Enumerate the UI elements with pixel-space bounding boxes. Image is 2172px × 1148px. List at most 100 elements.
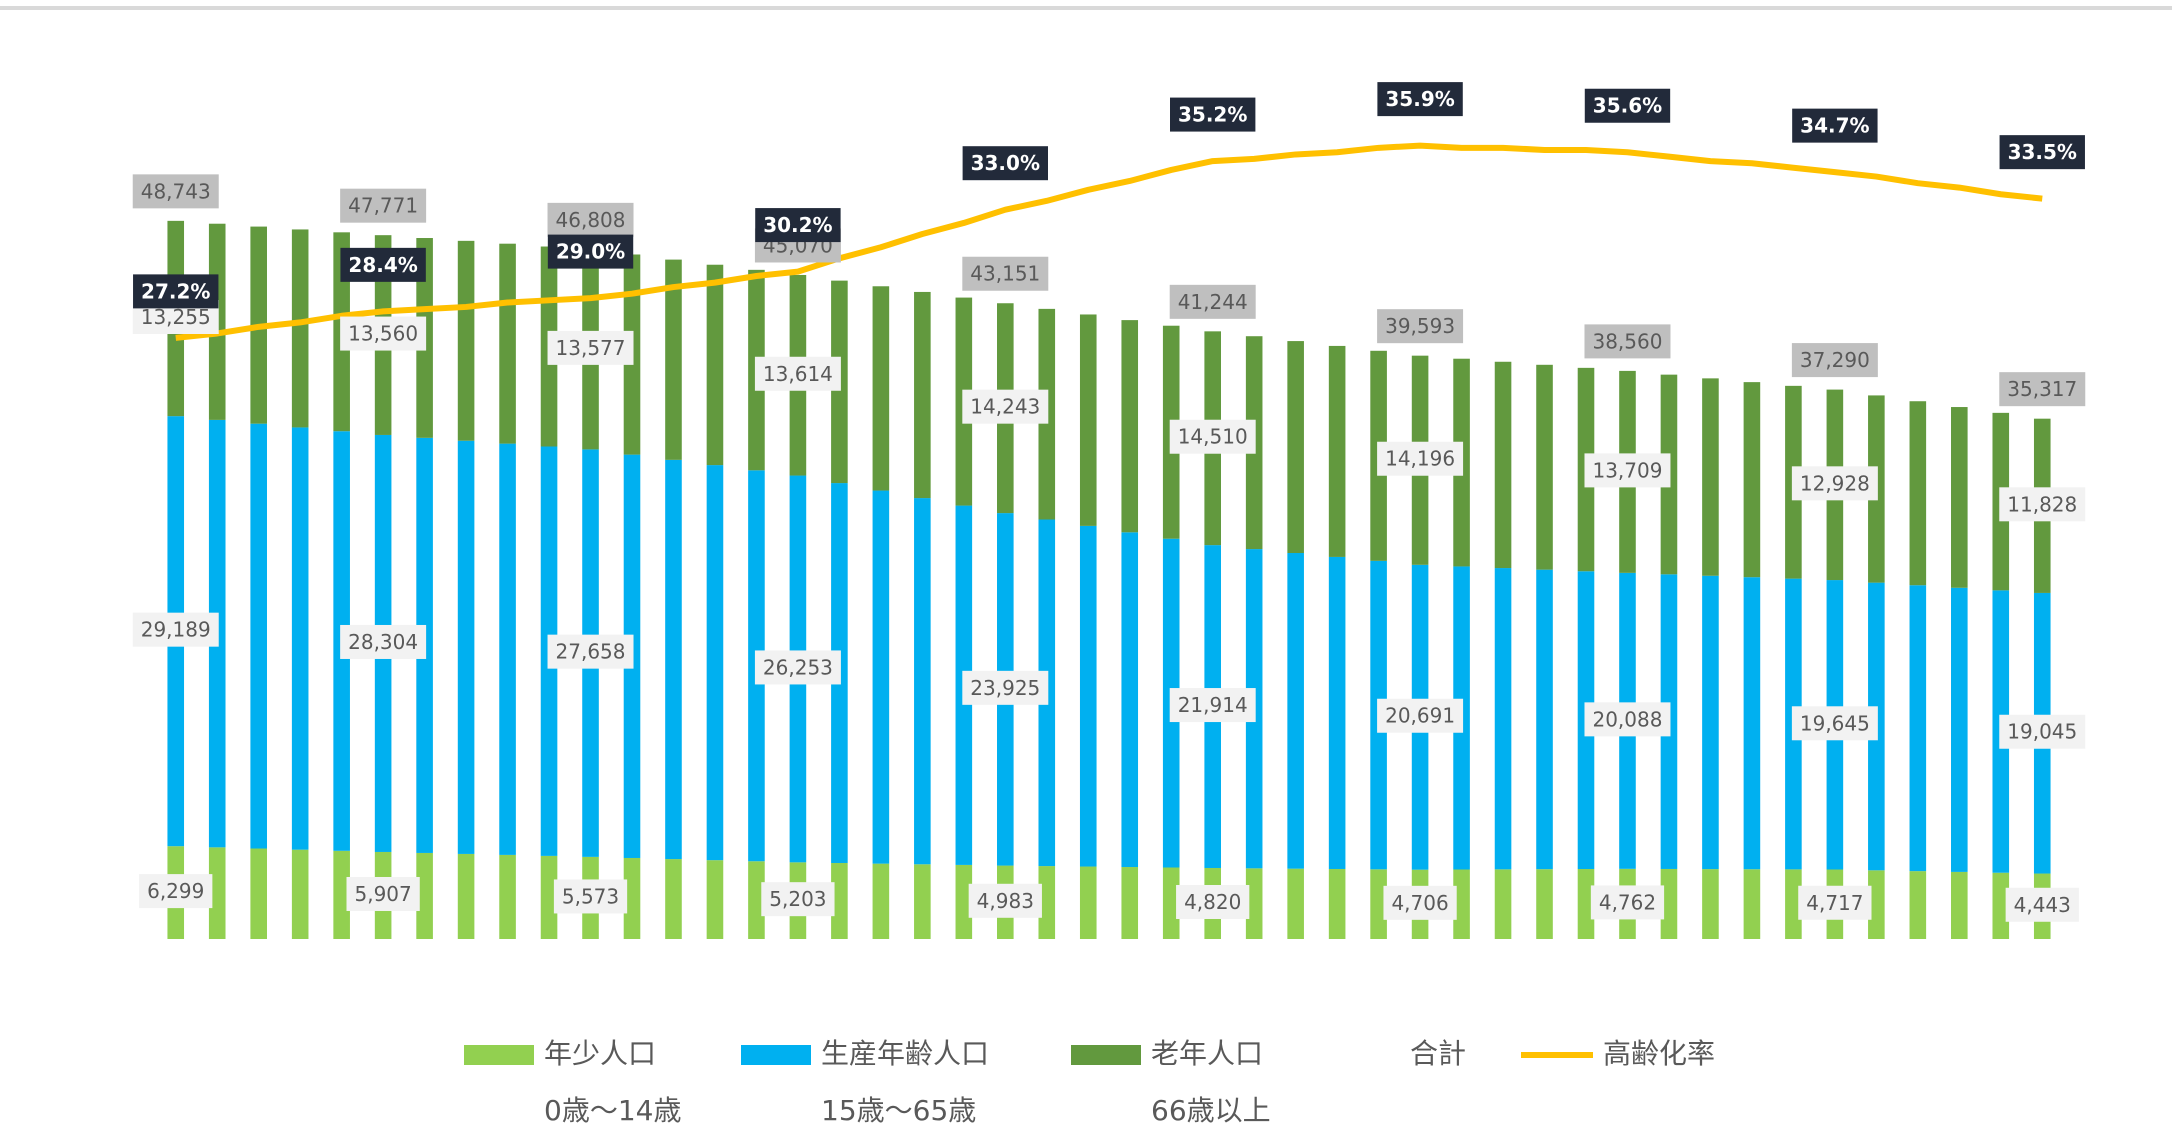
label-box [754,356,841,391]
data-label-text: 14,196 [1385,447,1455,471]
data-label: 35.9% [1377,82,1463,117]
data-label: 29.0% [547,234,634,269]
bar [457,440,475,854]
bar [1079,866,1097,939]
label-box [1590,885,1665,920]
bar [457,853,475,939]
data-label: 13,577 [547,330,634,365]
bar [499,243,516,444]
bar [706,264,724,466]
data-label-text: 13,614 [763,362,833,386]
label-box [340,624,427,659]
bar [1951,871,1968,939]
data-label: 26,253 [754,650,841,685]
data-label: 19,045 [1999,714,2086,749]
label-box [962,256,1049,291]
data-label-text: 19,045 [2007,720,2077,744]
total-text: 43,151 [970,262,1040,286]
total-label: 47,771 [340,188,427,223]
data-label: 4,983 [968,883,1042,918]
data-label: 11,828 [1999,487,2086,522]
label-box [968,883,1042,918]
data-label-text: 29,189 [141,618,211,642]
data-label: 5,573 [553,879,628,914]
bar [416,852,433,939]
total-label: 39,593 [1377,309,1464,344]
data-label-text: 13,577 [556,336,626,360]
legend-note: 15歳～65歳 [821,1094,976,1127]
bar [665,459,682,860]
data-label-text: 23,925 [970,676,1040,700]
bar [1743,382,1761,578]
data-label: 13,560 [340,316,427,351]
bar [1121,532,1139,868]
label-box [1169,419,1256,454]
data-label: 30.2% [755,208,841,243]
data-label: 6,299 [139,874,213,909]
total-label: 43,151 [962,256,1049,291]
legend-note: 66歳以上 [1151,1094,1271,1127]
label-box [1377,441,1464,476]
total-text: 38,560 [1592,329,1662,353]
legend-label: 高齢化率 [1603,1037,1715,1070]
bar [250,423,267,849]
bar [208,847,226,939]
label-box [962,389,1049,424]
data-label-text: 12,928 [1800,471,1870,495]
data-label: 4,762 [1590,885,1665,920]
bar [914,498,931,865]
legend-label: 老年人口 [1151,1037,1263,1070]
label-box [1169,688,1256,723]
data-label-text: 4,983 [977,889,1034,913]
bar [291,849,309,939]
data-label-text: 33.5% [2008,140,2077,164]
data-label: 33.5% [1999,135,2085,170]
label-box [1584,324,1671,359]
data-label: 4,706 [1383,885,1457,920]
legend-swatch [741,1045,811,1065]
bar [1162,867,1180,939]
data-label: 29,189 [132,612,219,647]
data-label: 28.4% [340,247,426,282]
data-label-text: 6,299 [147,879,204,903]
label-box [346,876,420,911]
bar [1536,364,1553,570]
data-label-text: 4,706 [1391,891,1448,915]
bar [1121,320,1139,533]
label-box [547,234,634,269]
total-text: 37,290 [1800,348,1870,372]
label-box [139,874,213,909]
label-box [1169,284,1256,319]
data-label: 28,304 [340,624,427,659]
label-box [1377,698,1464,733]
label-box [132,174,219,209]
bar [872,863,890,939]
bar [623,857,641,939]
bar [499,443,516,855]
data-label-text: 5,907 [354,882,411,906]
total-label: 41,244 [1169,284,1256,319]
label-box [962,146,1048,181]
label-box [1999,487,2086,522]
data-label: 5,203 [761,882,835,917]
bar [1992,872,2010,939]
data-label: 20,088 [1584,702,1671,737]
bar [955,864,973,939]
bar [1702,869,1719,939]
line [175,142,2043,341]
data-label: 14,196 [1377,441,1464,476]
legend-swatch [464,1045,534,1065]
data-label: 14,243 [962,389,1049,424]
bar [1494,869,1512,939]
data-label: 27,658 [547,634,634,669]
data-label: 4,443 [2005,887,2079,922]
total-text: 47,771 [348,194,418,218]
bar [872,286,890,491]
bar [1038,866,1056,939]
bar [831,862,848,939]
label-box [1791,466,1878,501]
label-box [1999,714,2086,749]
bar [250,848,267,939]
data-label-text: 13,255 [141,305,211,329]
bar [1577,869,1595,939]
